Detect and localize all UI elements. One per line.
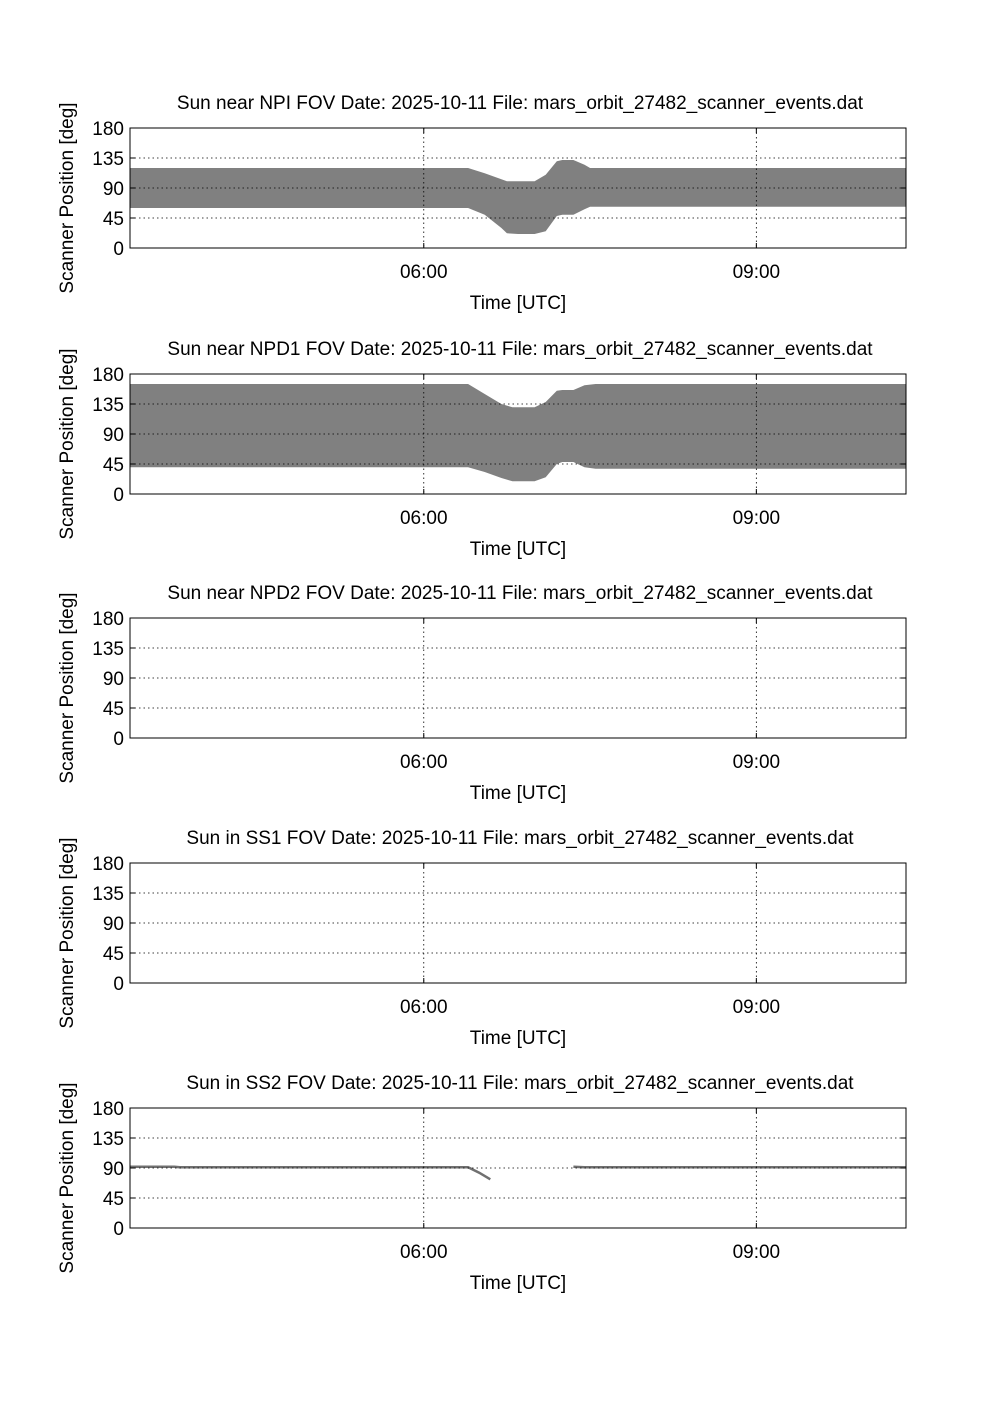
plot-frame — [129, 862, 907, 984]
y-tick-label: 90 — [103, 1159, 124, 1180]
panel-title: Sun near NPD1 FOV Date: 2025-10-11 File:… — [167, 339, 873, 360]
panel-5: Sun in SS2 FOV Date: 2025-10-11 File: ma… — [57, 1073, 907, 1294]
scanner-band-area — [130, 160, 906, 234]
x-tick-label: 06:00 — [400, 997, 448, 1018]
y-tick-label: 135 — [92, 1129, 124, 1150]
y-tick-label: 45 — [103, 699, 124, 720]
y-axis-label: Scanner Position [deg] — [57, 1082, 78, 1273]
y-tick-label: 45 — [103, 944, 124, 965]
x-tick-label: 09:00 — [733, 262, 781, 283]
scanner-line-1 — [130, 1165, 491, 1181]
y-tick-label: 90 — [103, 914, 124, 935]
y-tick-label: 180 — [92, 119, 124, 140]
y-tick-label: 90 — [103, 425, 124, 446]
y-tick-label: 0 — [113, 729, 124, 750]
y-tick-label: 180 — [92, 1099, 124, 1120]
y-tick-label: 0 — [113, 239, 124, 260]
y-axis-label: Scanner Position [deg] — [57, 348, 78, 539]
x-tick-label: 06:00 — [400, 508, 448, 529]
panel-title: Sun near NPI FOV Date: 2025-10-11 File: … — [177, 93, 864, 114]
y-tick-label: 45 — [103, 209, 124, 230]
x-axis-label: Time [UTC] — [470, 1273, 566, 1294]
y-tick-label: 0 — [113, 1219, 124, 1240]
y-tick-label: 0 — [113, 974, 124, 995]
scanner-band-area — [130, 384, 906, 482]
plot-frame — [129, 617, 907, 739]
panel-4: Sun in SS1 FOV Date: 2025-10-11 File: ma… — [57, 828, 907, 1049]
y-tick-label: 45 — [103, 455, 124, 476]
x-axis-label: Time [UTC] — [470, 539, 566, 560]
x-tick-label: 06:00 — [400, 752, 448, 773]
y-tick-label: 135 — [92, 395, 124, 416]
x-axis-label: Time [UTC] — [470, 783, 566, 804]
x-axis-label: Time [UTC] — [470, 293, 566, 314]
y-tick-label: 180 — [92, 609, 124, 630]
x-tick-label: 09:00 — [733, 508, 781, 529]
y-axis-label: Scanner Position [deg] — [57, 102, 78, 293]
x-axis-label: Time [UTC] — [470, 1028, 566, 1049]
panel-2: Sun near NPD1 FOV Date: 2025-10-11 File:… — [57, 339, 907, 560]
y-tick-label: 90 — [103, 179, 124, 200]
y-tick-label: 135 — [92, 884, 124, 905]
plot-frame — [129, 373, 907, 495]
panel-title: Sun in SS2 FOV Date: 2025-10-11 File: ma… — [186, 1073, 854, 1094]
plot-frame — [129, 127, 907, 249]
y-tick-label: 135 — [92, 149, 124, 170]
panel-title: Sun in SS1 FOV Date: 2025-10-11 File: ma… — [186, 828, 854, 849]
y-axis-label: Scanner Position [deg] — [57, 592, 78, 783]
y-axis-label: Scanner Position [deg] — [57, 837, 78, 1028]
x-tick-label: 06:00 — [400, 262, 448, 283]
x-tick-label: 09:00 — [733, 997, 781, 1018]
panel-1: Sun near NPI FOV Date: 2025-10-11 File: … — [57, 93, 907, 314]
y-tick-label: 180 — [92, 854, 124, 875]
y-tick-label: 0 — [113, 485, 124, 506]
y-tick-label: 135 — [92, 639, 124, 660]
y-tick-label: 90 — [103, 669, 124, 690]
x-tick-label: 06:00 — [400, 1242, 448, 1263]
x-tick-label: 09:00 — [733, 1242, 781, 1263]
x-tick-label: 09:00 — [733, 752, 781, 773]
plot-frame — [129, 1107, 907, 1229]
y-tick-label: 45 — [103, 1189, 124, 1210]
scanner-line-2 — [573, 1165, 906, 1169]
panel-title: Sun near NPD2 FOV Date: 2025-10-11 File:… — [167, 583, 873, 604]
y-tick-label: 180 — [92, 365, 124, 386]
panel-3: Sun near NPD2 FOV Date: 2025-10-11 File:… — [57, 583, 907, 804]
